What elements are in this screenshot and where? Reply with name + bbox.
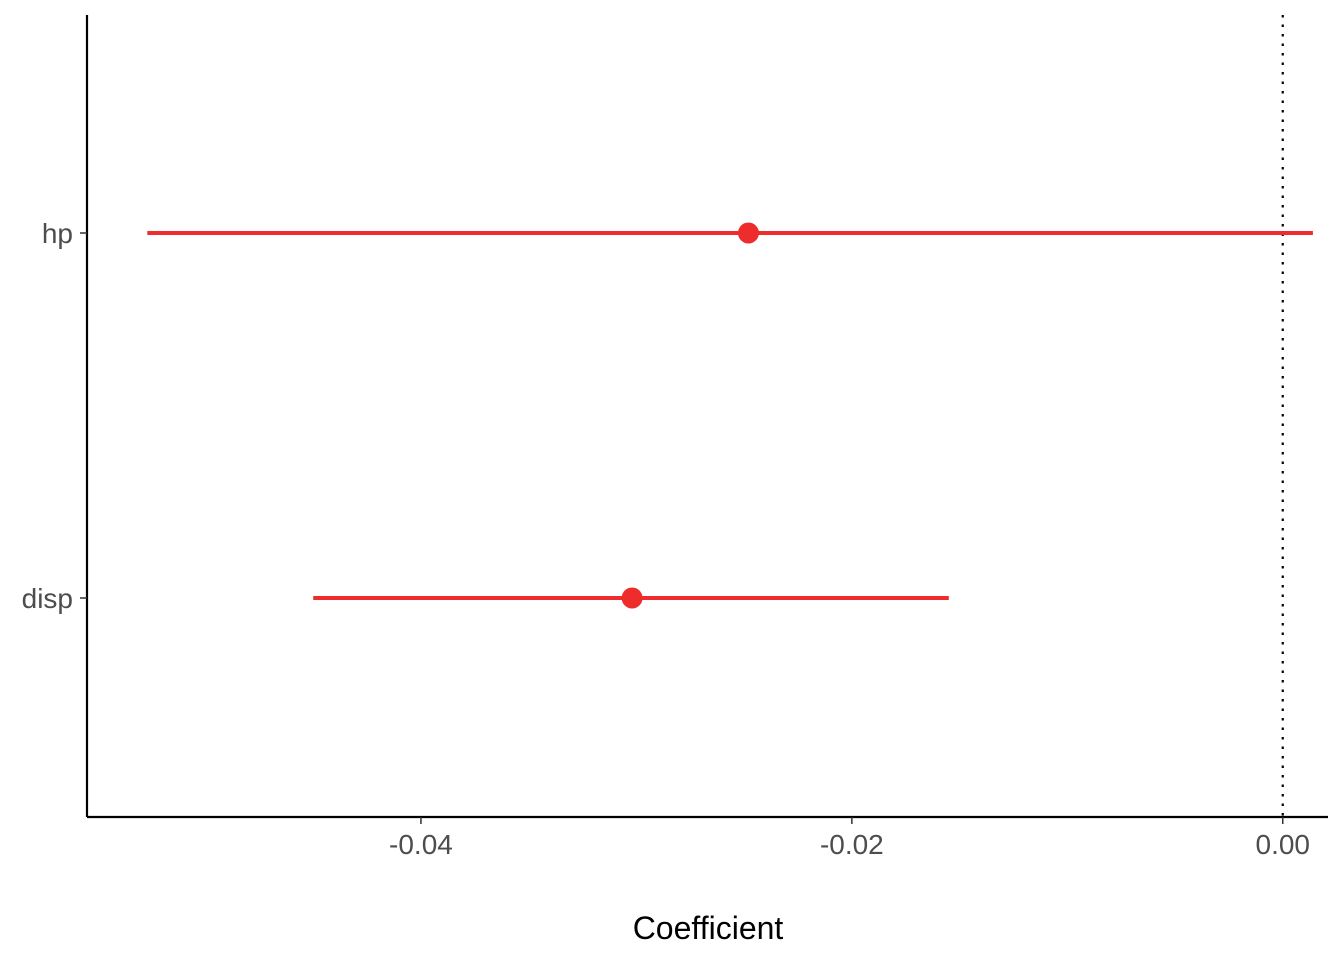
- estimate-point-hp: [737, 222, 759, 244]
- estimate-point-disp: [621, 587, 643, 609]
- ticks-layer: -0.04 -0.02 0.00 hp disp: [22, 218, 1310, 860]
- marks-layer: [147, 222, 1313, 609]
- x-axis-title: Coefficient: [633, 910, 784, 946]
- x-tick-label: -0.02: [820, 829, 884, 860]
- y-tick-label-hp: hp: [42, 218, 73, 249]
- x-tick-label: 0.00: [1256, 829, 1311, 860]
- y-tick-label-disp: disp: [22, 583, 73, 614]
- x-tick-label: -0.04: [389, 829, 453, 860]
- axes: [85, 15, 1328, 819]
